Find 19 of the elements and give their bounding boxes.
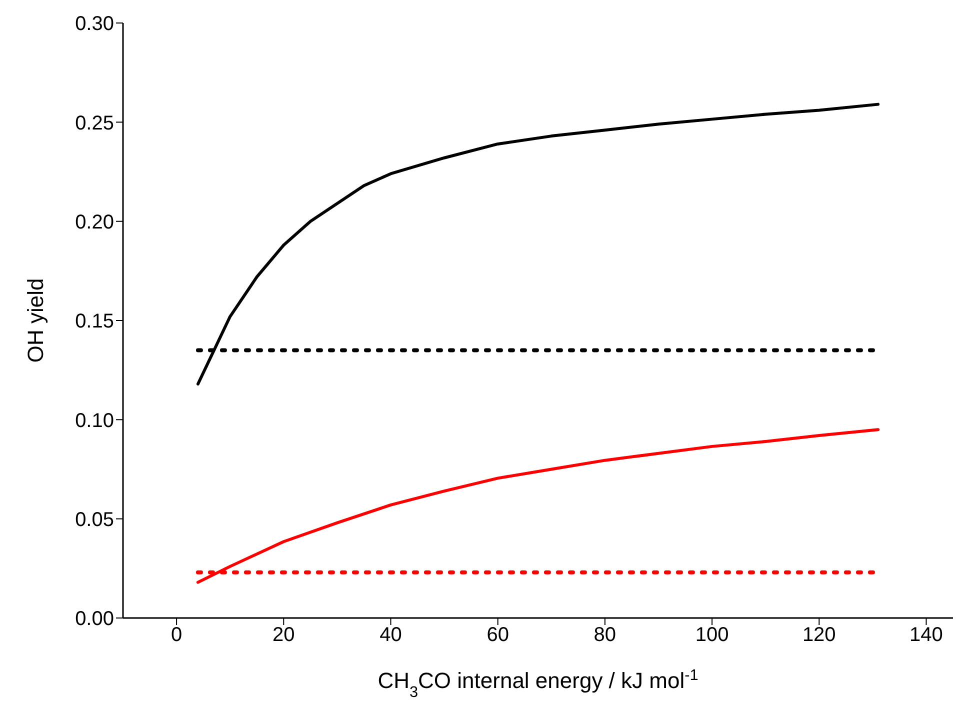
y-tick-label: 0.15 (75, 310, 114, 333)
line-series (196, 428, 880, 584)
x-tick-label: 140 (910, 624, 943, 646)
line-series (196, 102, 880, 386)
x-tick-label: 60 (486, 624, 509, 646)
y-tick-label: 0.25 (75, 112, 114, 134)
x-tick-label: 80 (594, 624, 616, 646)
y-tick-label: 0.10 (75, 410, 114, 432)
y-tick-label: 0.00 (75, 608, 114, 630)
x-tick-label: 40 (380, 624, 402, 646)
x-tick-label: 120 (802, 624, 836, 646)
y-tick-label: 0.20 (75, 211, 114, 234)
x-tick-label: 20 (272, 624, 295, 646)
y-tick-label: 0.05 (75, 508, 114, 531)
x-axis-title: CH$_{3}$CO internal energy / kJ mol$^{-1}$ (378, 666, 698, 700)
y-tick-label: 0.30 (75, 13, 114, 36)
x-tick-label: 100 (695, 624, 729, 646)
y-axis-title: OH yield (23, 278, 48, 363)
x-tick-label: 0 (170, 624, 182, 646)
